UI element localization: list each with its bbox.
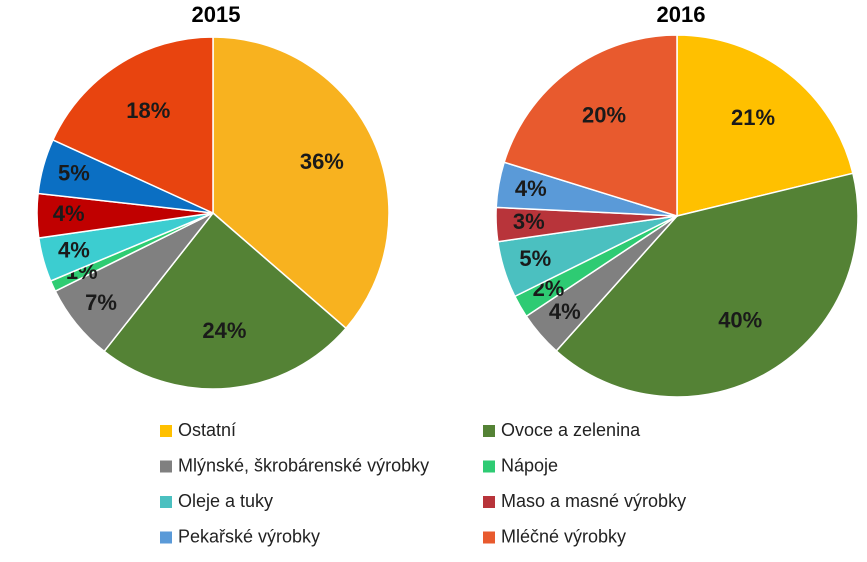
legend-swatch [160, 425, 172, 437]
value-label: 4% [58, 237, 90, 262]
pie-slice [51, 36, 214, 215]
legend-label: Ovoce a zelenina [501, 420, 641, 440]
value-label: 5% [58, 160, 90, 185]
pie-slice [555, 172, 859, 398]
value-label: 4% [515, 176, 547, 201]
legend-label: Mlýnské, škrobárenské výrobky [178, 455, 429, 475]
pie-slice [212, 36, 390, 330]
legend-label: Nápoje [501, 455, 558, 475]
legend-swatch [483, 425, 495, 437]
legend-swatch [160, 531, 172, 544]
pie-slice [103, 211, 348, 390]
value-label: 4% [53, 201, 85, 226]
value-label: 36% [300, 149, 344, 174]
value-label: 24% [202, 318, 246, 343]
value-label: 20% [582, 103, 626, 128]
legend-swatch [483, 496, 495, 508]
legend-swatch [160, 496, 172, 508]
legend-label: Mléčné výrobky [501, 526, 626, 546]
chart-title: 2015 [192, 2, 241, 27]
value-label: 3% [513, 209, 545, 234]
legend-swatch [483, 531, 495, 544]
legend-swatch [160, 460, 172, 473]
legend-label: Oleje a tuky [178, 491, 273, 511]
pie-slice [503, 34, 678, 218]
value-label: 18% [126, 98, 170, 123]
legend-label: Pekařské výrobky [178, 526, 320, 546]
legend-label: Ostatní [178, 420, 236, 440]
value-label: 21% [731, 105, 775, 130]
legend-swatch [483, 460, 495, 473]
value-label: 4% [549, 299, 581, 324]
value-label: 7% [85, 290, 117, 315]
value-label: 5% [519, 246, 551, 271]
value-label: 40% [718, 307, 762, 332]
pie-slice [676, 34, 854, 217]
chart-title: 2016 [657, 2, 706, 27]
legend-label: Maso a masné výrobky [501, 491, 686, 511]
